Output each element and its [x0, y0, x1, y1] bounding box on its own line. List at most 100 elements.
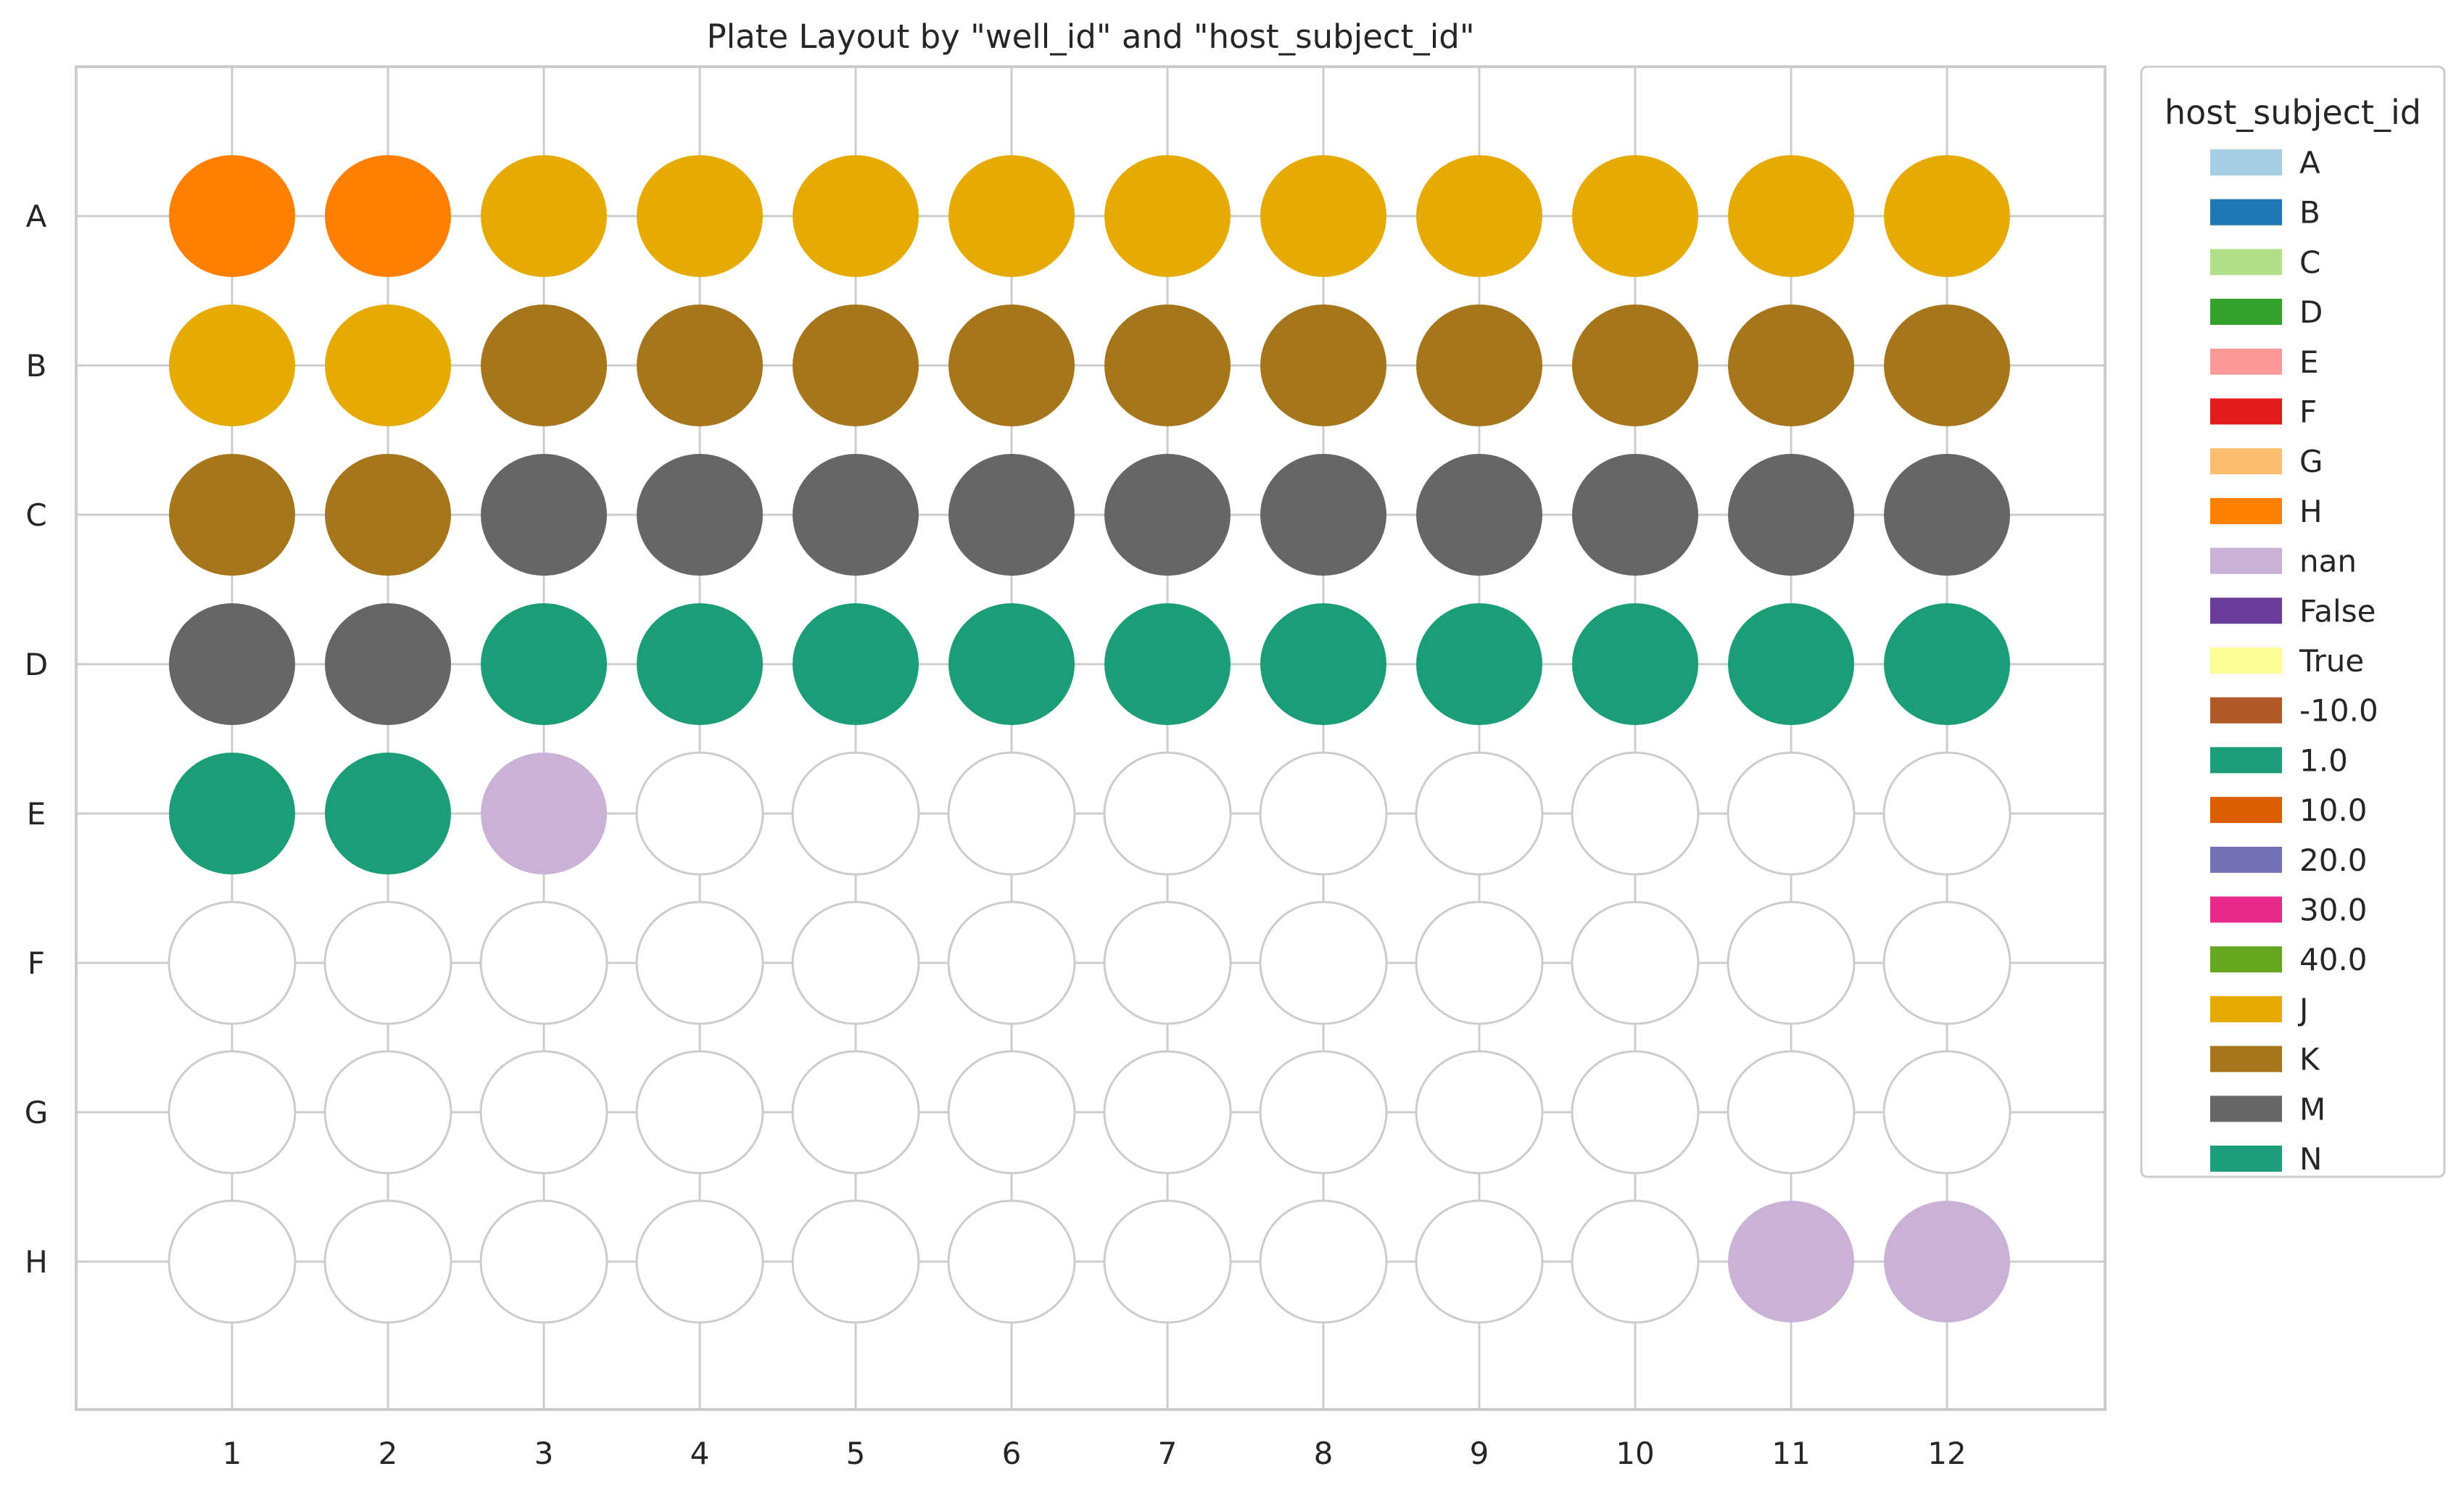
well-F3	[479, 901, 608, 1025]
well-B10	[1572, 305, 1698, 426]
well-A11	[1728, 155, 1854, 277]
legend-label-18: K	[2299, 1042, 2320, 1077]
y-tick-label-E: E	[27, 796, 46, 832]
legend-swatch-20	[2210, 1146, 2282, 1172]
well-G3	[479, 1050, 608, 1175]
legend-label-12: 1.0	[2299, 742, 2348, 778]
legend-label-1: B	[2299, 195, 2320, 231]
well-G11	[1727, 1050, 1856, 1175]
legend-label-5: F	[2299, 394, 2317, 430]
well-B7	[1104, 305, 1231, 426]
chart-title: Plate Layout by "well_id" and "host_subj…	[706, 17, 1474, 56]
legend-swatch-13	[2210, 797, 2282, 824]
y-tick-label-G: G	[25, 1095, 49, 1130]
well-D6	[948, 603, 1075, 725]
well-H4	[635, 1199, 764, 1324]
well-C9	[1416, 454, 1542, 576]
y-tick-label-A: A	[26, 199, 47, 234]
well-E1	[169, 753, 295, 874]
well-H3	[479, 1199, 608, 1324]
legend-swatch-9	[2210, 597, 2282, 624]
well-B12	[1884, 305, 2010, 426]
wells	[168, 155, 2012, 1324]
well-A10	[1572, 155, 1698, 277]
well-B5	[793, 305, 919, 426]
x-tick-label-11: 11	[1771, 1436, 1810, 1471]
legend-swatch-1	[2210, 199, 2282, 225]
well-D9	[1416, 603, 1542, 725]
well-E4	[635, 751, 764, 876]
legend-swatch-0	[2210, 149, 2282, 175]
y-tick-label-H: H	[25, 1244, 48, 1280]
legend-label-0: A	[2299, 145, 2320, 181]
well-G8	[1259, 1050, 1388, 1175]
well-C2	[325, 454, 451, 576]
well-E8	[1259, 751, 1388, 876]
legend-swatch-14	[2210, 846, 2282, 873]
well-C5	[793, 454, 919, 576]
legend-swatch-15	[2210, 896, 2282, 923]
legend-swatch-2	[2210, 249, 2282, 276]
well-E10	[1571, 751, 1700, 876]
legend-label-20: N	[2299, 1141, 2322, 1177]
legend-label-6: G	[2299, 444, 2323, 479]
legend-label-13: 10.0	[2299, 792, 2368, 828]
x-axis-ticks: 1 2 3 4 5 6 7 8 9 10 11 12	[223, 1436, 1967, 1471]
well-A3	[481, 155, 607, 277]
x-tick-label-4: 4	[690, 1436, 710, 1471]
well-G5	[791, 1050, 920, 1175]
well-D1	[169, 603, 295, 725]
well-B9	[1416, 305, 1542, 426]
y-tick-label-C: C	[25, 497, 46, 533]
well-G10	[1571, 1050, 1700, 1175]
legend-swatch-4	[2210, 348, 2282, 375]
well-F12	[1882, 901, 2012, 1025]
well-C1	[169, 454, 295, 576]
well-C3	[481, 454, 607, 576]
well-D4	[637, 603, 763, 725]
well-F9	[1415, 901, 1544, 1025]
legend-label-14: 20.0	[2299, 843, 2368, 878]
well-E2	[325, 753, 451, 874]
well-B1	[169, 305, 295, 426]
well-C12	[1884, 454, 2010, 576]
x-tick-label-5: 5	[846, 1436, 866, 1471]
well-D2	[325, 603, 451, 725]
x-tick-label-6: 6	[1002, 1436, 1022, 1471]
well-F6	[947, 901, 1076, 1025]
well-D3	[481, 603, 607, 725]
well-F8	[1259, 901, 1388, 1025]
well-H12	[1884, 1201, 2010, 1323]
well-H2	[323, 1199, 452, 1324]
x-tick-label-12: 12	[1927, 1436, 1966, 1471]
well-E7	[1103, 751, 1232, 876]
well-B4	[637, 305, 763, 426]
legend-label-8: nan	[2299, 544, 2357, 579]
legend-label-17: J	[2297, 992, 2308, 1027]
well-E11	[1727, 751, 1856, 876]
legend-label-15: 30.0	[2299, 893, 2368, 928]
well-B11	[1728, 305, 1854, 426]
x-tick-label-1: 1	[223, 1436, 242, 1471]
y-tick-label-D: D	[25, 647, 48, 682]
well-G12	[1882, 1050, 2012, 1175]
legend-swatch-7	[2210, 497, 2282, 524]
well-D12	[1884, 603, 2010, 725]
well-G2	[323, 1050, 452, 1175]
well-B3	[481, 305, 607, 426]
well-F10	[1571, 901, 1700, 1025]
legend-label-7: H	[2299, 494, 2323, 529]
well-A7	[1104, 155, 1231, 277]
well-H8	[1259, 1199, 1388, 1324]
legend-label-19: M	[2299, 1091, 2325, 1127]
legend-swatch-6	[2210, 448, 2282, 475]
legend-label-2: C	[2299, 244, 2320, 280]
well-A9	[1416, 155, 1542, 277]
well-C10	[1572, 454, 1698, 576]
well-H5	[791, 1199, 920, 1324]
y-axis-ticks: A B C D E F G H	[25, 199, 49, 1280]
well-G9	[1415, 1050, 1544, 1175]
well-D10	[1572, 603, 1698, 725]
